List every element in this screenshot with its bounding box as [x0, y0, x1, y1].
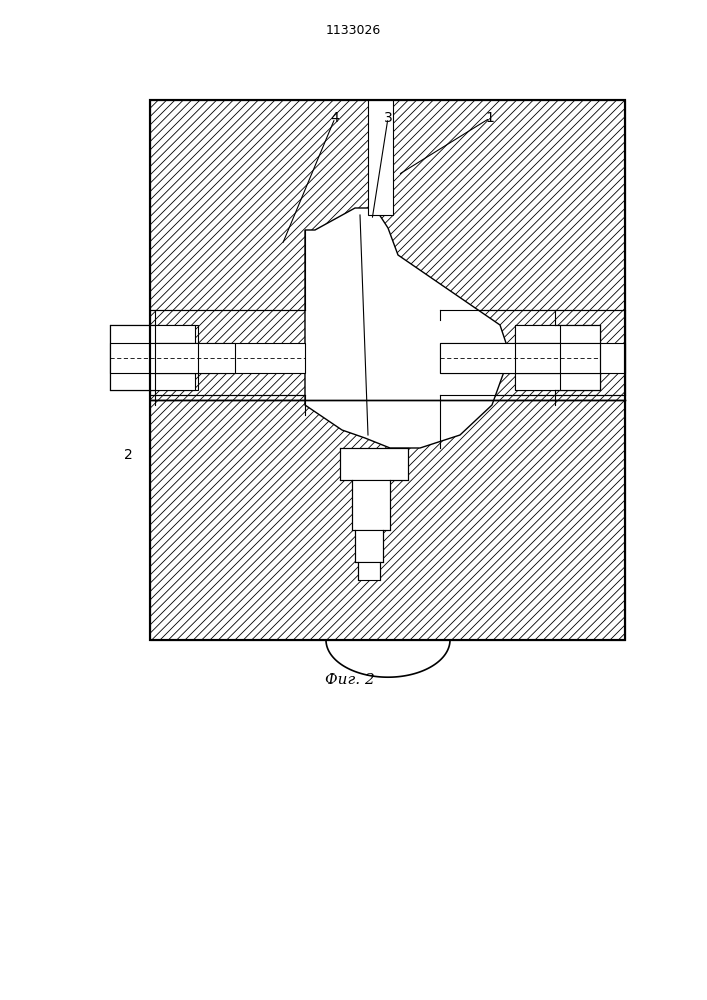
Bar [110, 325, 195, 390]
Bar [150, 100, 625, 640]
Bar [355, 530, 383, 562]
Bar [515, 325, 560, 390]
Bar [155, 343, 198, 373]
Bar [352, 480, 390, 530]
Bar [110, 343, 235, 373]
Bar [440, 310, 625, 395]
Bar [358, 562, 380, 580]
Bar [110, 325, 155, 390]
Bar [515, 325, 600, 390]
Bar [515, 343, 560, 373]
Text: Фиг. 2: Фиг. 2 [325, 673, 375, 687]
Bar [150, 310, 305, 395]
Text: 3: 3 [384, 111, 392, 125]
Bar [150, 100, 625, 400]
Text: 1: 1 [486, 111, 494, 125]
Bar [440, 343, 625, 373]
Text: 4: 4 [331, 111, 339, 125]
Polygon shape [305, 208, 510, 448]
Text: 1133026: 1133026 [325, 23, 380, 36]
Bar [440, 343, 600, 373]
Bar [340, 448, 408, 480]
Bar [155, 325, 198, 390]
Bar [150, 100, 625, 640]
Text: 2: 2 [124, 448, 132, 462]
Bar [560, 325, 600, 390]
Bar [368, 100, 393, 215]
Bar [150, 400, 625, 640]
Bar [150, 343, 305, 373]
